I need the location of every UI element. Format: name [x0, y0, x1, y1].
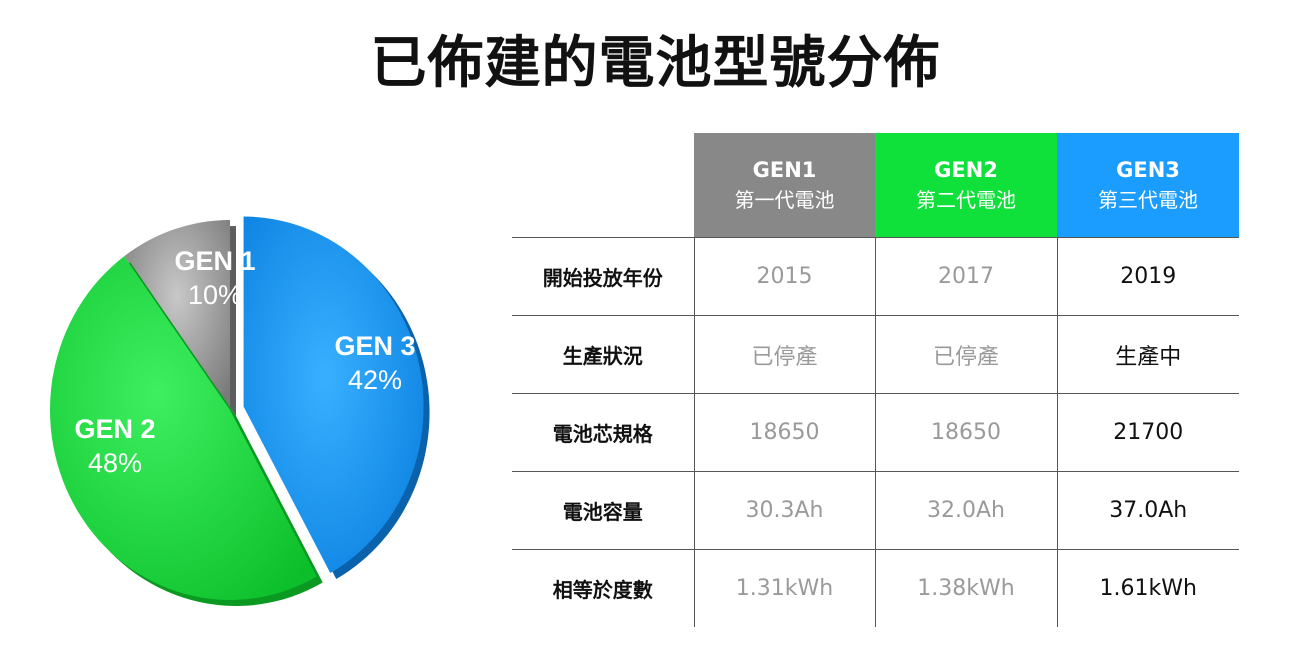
pie-slice-value-label: 48%: [88, 448, 142, 478]
pie-slice-gen2: [50, 256, 317, 600]
row-label: 電池容量: [512, 471, 694, 550]
row-label: 生產狀況: [512, 315, 694, 394]
pie-slice-value-label: 10%: [188, 280, 242, 310]
header-zh-label: 第一代電池: [734, 187, 835, 212]
header-zh-label: 第二代電池: [916, 187, 1016, 212]
table-cell: 30.3Ah: [693, 471, 875, 550]
table-cell: 32.0Ah: [874, 471, 1057, 550]
table-cell: 1.61kWh: [1056, 549, 1239, 627]
table-row: 電池容量 30.3Ah 32.0Ah 37.0Ah: [512, 471, 1239, 550]
pie-slice-label: GEN 3: [334, 331, 415, 361]
header-zh-label: 第三代電池: [1098, 187, 1198, 212]
table-row: 相等於度數 1.31kWh 1.38kWh 1.61kWh: [512, 549, 1239, 627]
table-cell: 21700: [1056, 393, 1239, 472]
header-gen3: GEN3 第三代電池: [1057, 133, 1239, 238]
table-cell: 18650: [874, 393, 1057, 472]
table-cell: 已停產: [693, 315, 875, 394]
table-cell: 18650: [693, 393, 875, 472]
header-gen-label: GEN3: [1116, 157, 1180, 182]
table-cell: 2015: [693, 237, 875, 316]
pie-slice-label: GEN 1: [174, 246, 255, 276]
header-gen-label: GEN1: [752, 157, 817, 182]
header-gen1: GEN1 第一代電池: [694, 133, 875, 238]
table-cell: 2017: [874, 237, 1057, 316]
pie-chart: GEN 1 10% GEN 2 48% GEN 3 42%: [40, 190, 480, 620]
table-cell: 生產中: [1056, 315, 1239, 394]
table-row: 生產狀況 已停產 已停產 生產中: [512, 315, 1239, 394]
row-label: 相等於度數: [512, 549, 694, 627]
pie-chart-svg: GEN 1 10% GEN 2 48% GEN 3 42%: [50, 216, 430, 606]
spec-table: GEN1 第一代電池 GEN2 第二代電池 GEN3 第三代電池 開始投放年份 …: [512, 133, 1239, 627]
pie-slice-value-label: 42%: [348, 365, 402, 395]
table-cell: 1.31kWh: [693, 549, 875, 627]
header-gen2: GEN2 第二代電池: [875, 133, 1057, 238]
table-cell: 已停產: [874, 315, 1057, 394]
table-cell: 37.0Ah: [1056, 471, 1239, 550]
table-row: 開始投放年份 2015 2017 2019: [512, 237, 1239, 316]
pie-slice-label: GEN 2: [74, 414, 155, 444]
row-label: 開始投放年份: [512, 237, 694, 316]
row-label: 電池芯規格: [512, 393, 694, 472]
pie-slice-gen1: [124, 220, 230, 410]
table-cell: 1.38kWh: [874, 549, 1057, 627]
header-blank: [512, 133, 694, 238]
table-row: 電池芯規格 18650 18650 21700: [512, 393, 1239, 472]
header-gen-label: GEN2: [934, 157, 998, 182]
table-header-row: GEN1 第一代電池 GEN2 第二代電池 GEN3 第三代電池: [512, 133, 1239, 238]
table-cell: 2019: [1056, 237, 1239, 316]
pie-slice-gen3: [243, 216, 424, 574]
page-title: 已佈建的電池型號分佈: [370, 31, 941, 96]
